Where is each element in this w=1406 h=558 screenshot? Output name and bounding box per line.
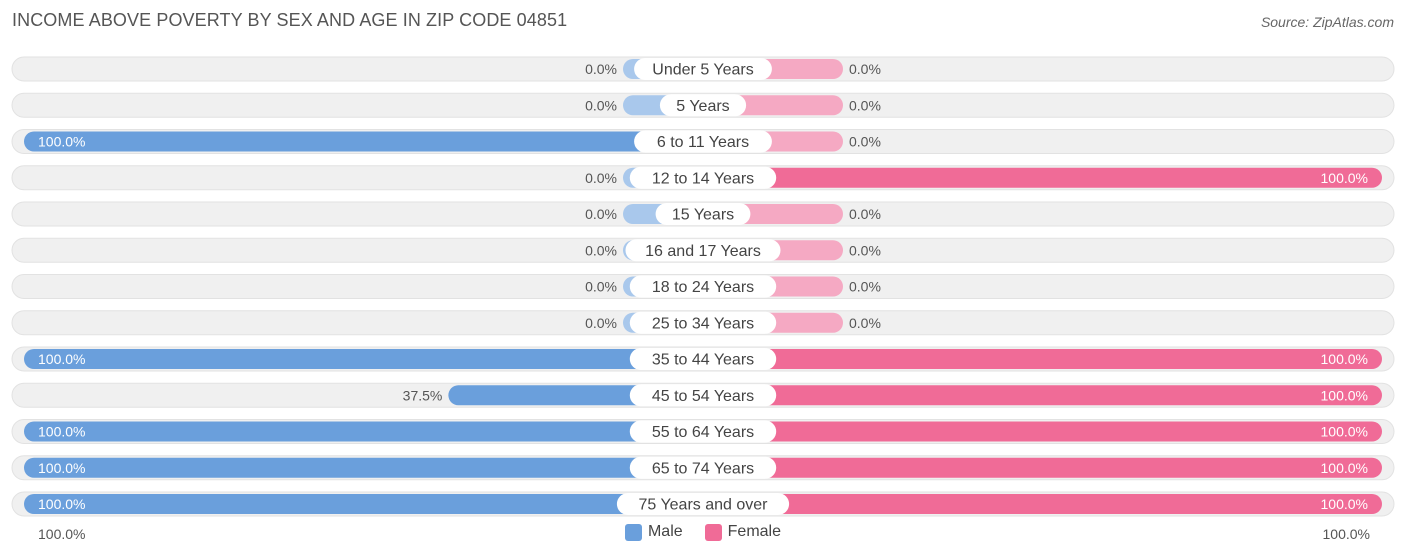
value-label-female: 100.0%	[1321, 496, 1368, 512]
row-4: 0.0% 0.0% 15 Years	[11, 201, 1395, 227]
category-pill	[616, 493, 790, 515]
category-pill	[629, 384, 777, 407]
category-label: 55 to 64 Years	[652, 424, 754, 441]
legend-swatch-female	[704, 523, 722, 541]
category-label: 65 to 74 Years	[652, 460, 754, 477]
value-label-female: 100.0%	[1321, 424, 1368, 440]
category-pill	[629, 420, 777, 443]
bar-female	[703, 349, 1382, 369]
value-label-male: 100.0%	[38, 351, 85, 367]
bar-male	[24, 494, 703, 514]
category-pill	[629, 456, 777, 479]
bar-female	[703, 457, 1382, 478]
source-label: Source: ZipAtlas.com	[1260, 14, 1394, 30]
legend-label-female: Female	[727, 523, 782, 540]
category-pill	[629, 311, 777, 334]
bar-male	[24, 457, 703, 478]
bar-male	[24, 131, 703, 152]
value-label-male: 37.5%	[403, 387, 443, 403]
diverging-bar-chart: 0.0% 0.0% Under 5 Years 0.0% 0.0% 5 Years 100.…	[11, 56, 1395, 517]
value-label-female: 0.0%	[849, 206, 881, 222]
category-label: 6 to 11 Years	[657, 134, 749, 151]
value-label-female: 100.0%	[1321, 387, 1368, 403]
category-pill	[629, 166, 777, 189]
category-pill	[634, 130, 772, 153]
row-10: 100.0% 100.0% 55 to 64 Years	[11, 419, 1395, 444]
category-pill	[629, 348, 777, 370]
value-label-female: 0.0%	[849, 61, 881, 77]
bar-female	[703, 167, 1382, 188]
value-label-female: 0.0%	[849, 315, 881, 331]
category-label: 75 Years and over	[639, 497, 769, 514]
legend-item-female: Female	[704, 523, 782, 541]
category-label: 5 Years	[676, 98, 729, 115]
row-8: 100.0% 100.0% 35 to 44 Years	[11, 346, 1395, 372]
value-label-female: 100.0%	[1321, 170, 1368, 186]
row-9: 37.5% 100.0% 45 to 54 Years	[11, 382, 1395, 408]
legend-label-male: Male	[647, 523, 683, 540]
legend: Male Female	[0, 523, 1406, 541]
category-pill	[655, 203, 751, 225]
bar-female	[703, 421, 1382, 442]
category-label: Under 5 Years	[652, 62, 753, 79]
category-label: 16 and 17 Years	[645, 243, 761, 260]
category-label: 15 Years	[672, 207, 734, 224]
bar-male	[24, 421, 703, 442]
value-label-female: 0.0%	[849, 279, 881, 295]
row-12: 100.0% 100.0% 75 Years and over	[11, 491, 1395, 517]
axis-right-label: 100.0%	[1322, 526, 1370, 542]
legend-swatch-male	[624, 523, 642, 541]
value-label-male: 0.0%	[585, 170, 617, 186]
category-label: 12 to 14 Years	[652, 170, 754, 187]
value-label-male: 100.0%	[38, 460, 85, 476]
bar-female	[703, 385, 1382, 406]
value-label-male: 0.0%	[585, 279, 617, 295]
category-label: 35 to 44 Years	[652, 352, 754, 369]
value-label-male: 100.0%	[38, 134, 85, 150]
bar-female	[703, 494, 1382, 514]
row-6: 0.0% 0.0% 18 to 24 Years	[11, 274, 1395, 299]
row-2: 100.0% 0.0% 6 to 11 Years	[11, 129, 1395, 154]
value-label-male: 0.0%	[585, 97, 617, 113]
category-pill	[659, 94, 747, 117]
category-pill	[629, 275, 777, 298]
value-label-female: 0.0%	[849, 242, 881, 258]
value-label-female: 0.0%	[849, 97, 881, 113]
row-1: 0.0% 0.0% 5 Years	[11, 92, 1395, 118]
category-label: 45 to 54 Years	[652, 388, 754, 405]
row-7: 0.0% 0.0% 25 to 34 Years	[11, 310, 1395, 336]
value-label-male: 0.0%	[585, 242, 617, 258]
value-label-male: 100.0%	[38, 424, 85, 440]
axis-left-label: 100.0%	[38, 526, 86, 542]
row-0: 0.0% 0.0% Under 5 Years	[11, 56, 1395, 82]
value-label-female: 100.0%	[1321, 460, 1368, 476]
row-3: 0.0% 100.0% 12 to 14 Years	[11, 165, 1395, 191]
category-label: 18 to 24 Years	[652, 279, 754, 296]
chart-title: INCOME ABOVE POVERTY BY SEX AND AGE IN Z…	[12, 10, 568, 30]
row-5: 0.0% 0.0% 16 and 17 Years	[11, 237, 1395, 263]
value-label-female: 0.0%	[849, 134, 881, 150]
legend-item-male: Male	[624, 523, 683, 541]
row-11: 100.0% 100.0% 65 to 74 Years	[11, 455, 1395, 481]
value-label-female: 100.0%	[1321, 351, 1368, 367]
value-label-male: 0.0%	[585, 61, 617, 77]
category-pill	[625, 239, 781, 262]
value-label-male: 100.0%	[38, 496, 85, 512]
category-label: 25 to 34 Years	[652, 315, 754, 332]
bar-male	[24, 349, 703, 369]
category-pill	[634, 58, 772, 80]
value-label-male: 0.0%	[585, 315, 617, 331]
value-label-male: 0.0%	[585, 206, 617, 222]
